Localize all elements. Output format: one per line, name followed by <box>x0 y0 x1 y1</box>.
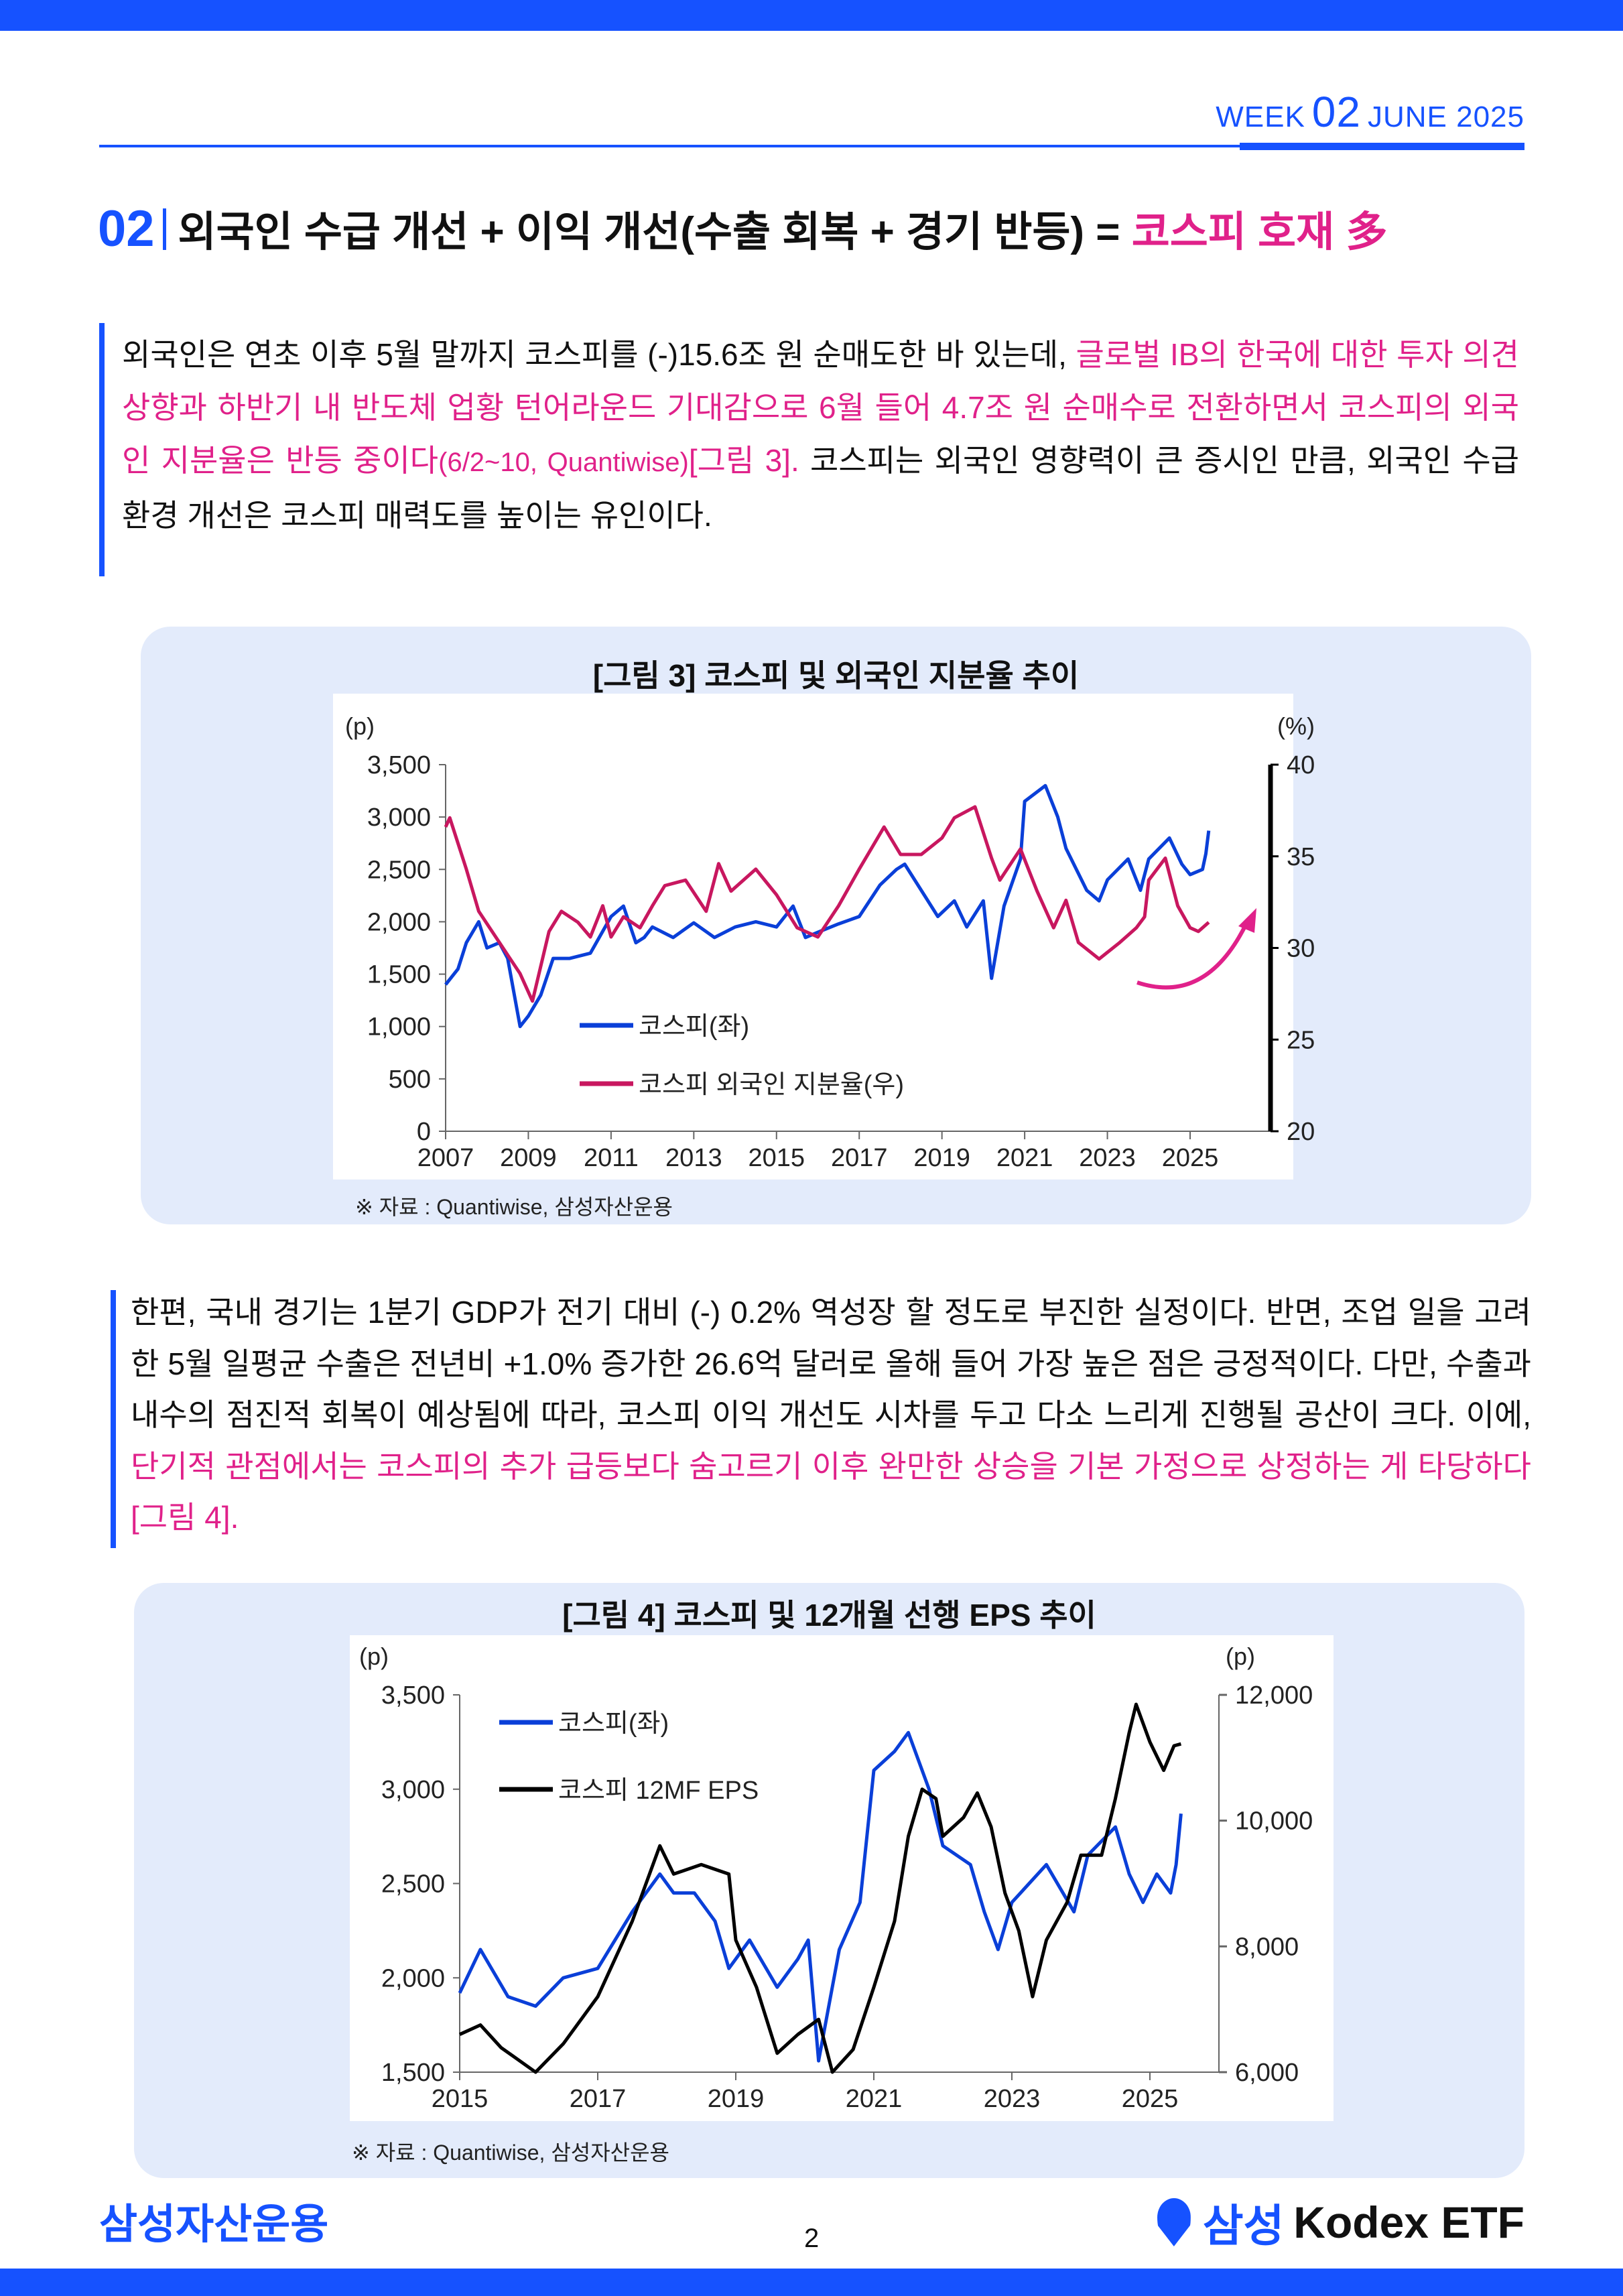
x-tick-label: 2013 <box>665 1144 722 1172</box>
kodex-etf-logo: 삼성 Kodex ETF <box>1157 2190 1524 2254</box>
week-prefix: WEEK <box>1216 101 1305 133</box>
x-tick-label: 2025 <box>1122 2085 1179 2113</box>
y-tick-label-right: 12,000 <box>1235 1681 1313 1710</box>
paragraph-text: 외국인은 연초 이후 5월 말까지 코스피를 (-)15.6조 원 순매도한 바… <box>122 337 1076 372</box>
month-year: JUNE 2025 <box>1367 101 1524 133</box>
paragraph-accent-bar <box>111 1290 116 1548</box>
legend-label: 코스피 12MF EPS <box>558 1777 759 1805</box>
paragraph-text: 코스피는 외국인 영향력이 큰 증시인 만큼, 외국인 수급 환경 개선은 코스… <box>122 443 1519 533</box>
x-tick-label: 2021 <box>846 2085 903 2113</box>
location-pin-icon <box>1157 2198 1191 2246</box>
x-tick-label: 2015 <box>432 2085 489 2113</box>
left-axis-unit: (p) <box>345 712 375 740</box>
legend-label: 코스피(좌) <box>558 1710 669 1738</box>
issue-header: WEEK 02 JUNE 2025 <box>1216 87 1524 137</box>
y-tick-label-right: 20 <box>1287 1118 1315 1146</box>
y-tick-label-right: 6,000 <box>1235 2059 1299 2087</box>
paragraph-highlight: 글로벌 IB의 한국에 대한 투자 의견 상향과 하반기 내 반도체 업황 턴어… <box>122 337 1519 478</box>
header-divider-accent <box>1240 143 1524 150</box>
bottom-bar <box>0 2269 1623 2296</box>
y-tick-label-left: 3,500 <box>367 751 431 779</box>
figure-3-title: [그림 3] 코스피 및 외국인 지분율 추이 <box>592 658 1080 693</box>
legend-label: 코스피(좌) <box>639 1013 749 1041</box>
y-tick-label-right: 30 <box>1287 935 1315 963</box>
y-tick-label-right: 10,000 <box>1235 1807 1313 1836</box>
figure-4-title: [그림 4] 코스피 및 12개월 선행 EPS 추이 <box>562 1598 1096 1633</box>
y-tick-label-left: 3,000 <box>381 1776 445 1804</box>
logo-text-en: Kodex ETF <box>1293 2197 1524 2247</box>
figure-4-source: ※ 자료 : Quantiwise, 삼성자산운용 <box>352 2141 669 2165</box>
paragraph-economy: 한편, 국내 경기는 1분기 GDP가 전기 대비 (-) 0.2% 역성장 할… <box>131 1287 1531 1543</box>
section-title-highlight: 코스피 호재 多 <box>1131 209 1388 255</box>
paragraph-text: 한편, 국내 경기는 1분기 GDP가 전기 대비 (-) 0.2% 역성장 할… <box>131 1295 1531 1432</box>
paragraph-highlight-source: (6/2~10, Quantiwise) <box>438 448 689 477</box>
y-tick-label-right: 25 <box>1287 1026 1315 1054</box>
y-tick-label-left: 1,500 <box>381 2059 445 2087</box>
figure-reference: [그림 3]. <box>688 443 799 478</box>
y-tick-label-left: 2,500 <box>367 856 431 884</box>
paragraph-highlight: 단기적 관점에서는 코스피의 추가 급등보다 숨고르기 이후 완만한 상승을 기… <box>131 1448 1531 1535</box>
samsung-asset-management-logo: 삼성자산운용 <box>99 2202 329 2248</box>
y-tick-label-left: 2,000 <box>367 908 431 936</box>
rising-arrow-annotation <box>1137 922 1248 990</box>
page-number: 2 <box>804 2224 820 2253</box>
x-tick-label: 2021 <box>996 1144 1053 1172</box>
y-tick-label-left: 500 <box>389 1066 431 1094</box>
y-tick-label-left: 2,500 <box>381 1870 445 1899</box>
figure-3-chart: 05001,0001,5002,0002,5003,0003,500202530… <box>345 712 1315 1172</box>
x-tick-label: 2019 <box>913 1144 970 1172</box>
x-tick-label: 2015 <box>749 1144 805 1172</box>
figure-4-plot-area <box>350 1635 1334 2121</box>
y-tick-label-right: 8,000 <box>1235 1933 1299 1961</box>
y-tick-label-left: 3,500 <box>381 1681 445 1710</box>
figure-3-source: ※ 자료 : Quantiwise, 삼성자산운용 <box>355 1195 673 1219</box>
title-separator <box>162 208 166 250</box>
top-bar <box>0 0 1623 31</box>
y-tick-label-left: 0 <box>417 1118 431 1146</box>
paragraph-foreign-flows: 외국인은 연초 이후 5월 말까지 코스피를 (-)15.6조 원 순매도한 바… <box>122 328 1519 542</box>
series-line-kospi <box>444 783 1211 1029</box>
left-axis-unit: (p) <box>359 1643 389 1670</box>
y-tick-label-left: 2,000 <box>381 1964 445 1992</box>
x-tick-label: 2025 <box>1162 1144 1219 1172</box>
x-tick-label: 2023 <box>984 2085 1041 2113</box>
y-tick-label-left: 3,000 <box>367 804 431 832</box>
right-axis-unit: (%) <box>1277 712 1315 740</box>
week-number: 02 <box>1311 88 1361 136</box>
right-axis-unit: (p) <box>1226 1643 1255 1670</box>
figure-4-chart: 1,500 2,000 2,500 3,000 3,500 6,000 8,000 10,00… <box>359 1643 1313 2113</box>
x-tick-label: 2011 <box>584 1144 639 1172</box>
y-tick-label-left: 1,500 <box>367 961 431 989</box>
section-number: 02 <box>98 200 155 257</box>
x-tick-label: 2017 <box>831 1144 888 1172</box>
header-divider <box>99 145 1240 147</box>
legend-label: 코스피 외국인 지분율(우) <box>639 1071 904 1099</box>
arrowhead-icon <box>1238 908 1256 933</box>
x-tick-label: 2023 <box>1079 1144 1136 1172</box>
y-tick-label-right: 40 <box>1287 751 1315 779</box>
y-tick-label-right: 35 <box>1287 843 1315 871</box>
logo-text-ko: 삼성 <box>1202 2201 1285 2250</box>
x-tick-label: 2007 <box>417 1144 474 1172</box>
x-tick-label: 2009 <box>500 1144 557 1172</box>
section-title: 02 외국인 수급 개선 + 이익 개선(수출 회복 + 경기 반등) = 코스피… <box>98 198 1387 258</box>
x-tick-label: 2019 <box>708 2085 765 2113</box>
paragraph-accent-bar <box>99 323 105 576</box>
section-title-text: 외국인 수급 개선 + 이익 개선(수출 회복 + 경기 반등) = <box>178 209 1132 255</box>
x-tick-label: 2017 <box>570 2085 627 2113</box>
series-line-foreign-share <box>444 805 1210 1003</box>
y-tick-label-left: 1,000 <box>367 1013 431 1041</box>
series-line-eps <box>458 1702 1182 2074</box>
